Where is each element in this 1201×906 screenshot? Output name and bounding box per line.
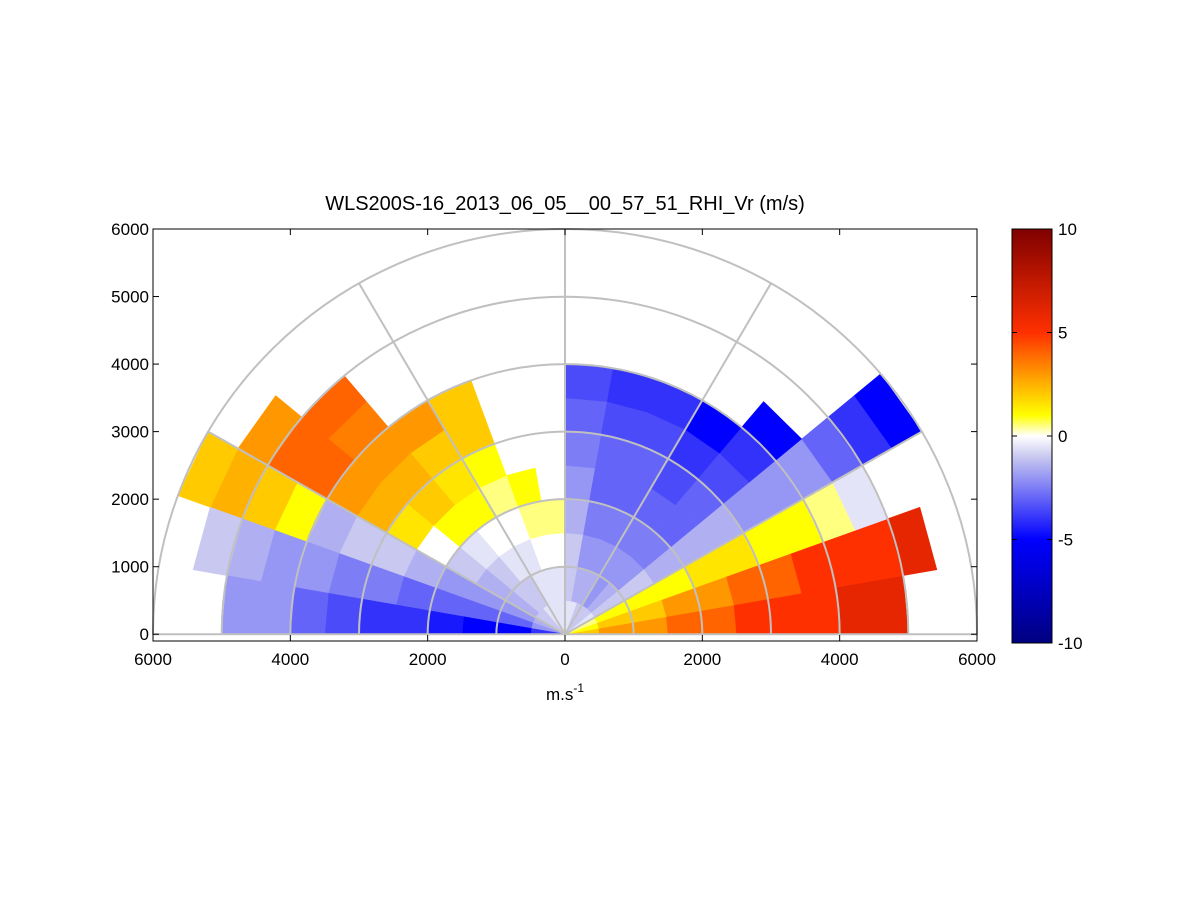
x-tick-label: 2000 — [683, 650, 721, 669]
velocity-cell — [290, 587, 329, 635]
velocity-cell — [358, 598, 397, 635]
polar-spoke — [207, 430, 566, 636]
x-tick-label: 6000 — [134, 650, 172, 669]
colorbar-tick-label: 10 — [1058, 220, 1077, 239]
velocity-cell — [835, 581, 875, 635]
x-tick-label: 2000 — [409, 650, 447, 669]
x-tick-label: 4000 — [821, 650, 859, 669]
x-label-text: m.s — [546, 685, 573, 704]
polar-spoke — [564, 430, 923, 636]
velocity-cell — [733, 598, 772, 635]
velocity-cell — [221, 575, 261, 635]
velocity-cell — [564, 397, 608, 435]
x-tick-label: 4000 — [271, 650, 309, 669]
y-tick-label: 3000 — [111, 423, 149, 442]
velocity-cell — [564, 431, 602, 469]
x-label-sup: -1 — [573, 681, 584, 695]
y-tick-label: 6000 — [111, 220, 149, 239]
y-tick-label: 2000 — [111, 490, 149, 509]
velocity-cell — [564, 363, 613, 402]
colorbar — [1011, 228, 1053, 644]
colorbar-tick-label: -10 — [1058, 634, 1083, 653]
x-tick-label: 0 — [560, 650, 569, 669]
x-axis-label: m.s-1 — [546, 681, 584, 704]
colorbar-tick-label: 5 — [1058, 324, 1067, 343]
polar-spoke — [358, 282, 566, 635]
colorbar-tick-label: -5 — [1058, 531, 1073, 550]
x-tick-label: 6000 — [958, 650, 996, 669]
velocity-cell — [767, 592, 806, 635]
y-tick-label: 1000 — [111, 558, 149, 577]
y-tick-label: 4000 — [111, 355, 149, 374]
chart-title: WLS200S-16_2013_06_05__00_57_51_RHI_Vr (… — [325, 193, 805, 215]
y-tick-label: 5000 — [111, 288, 149, 307]
velocity-cell — [869, 575, 909, 635]
polar-spoke — [564, 282, 772, 635]
colorbar-tick-label: 0 — [1058, 427, 1067, 446]
velocity-cell — [801, 587, 840, 635]
y-tick-label: 0 — [140, 625, 149, 644]
velocity-cell — [255, 581, 295, 635]
velocity-cell — [324, 592, 363, 635]
